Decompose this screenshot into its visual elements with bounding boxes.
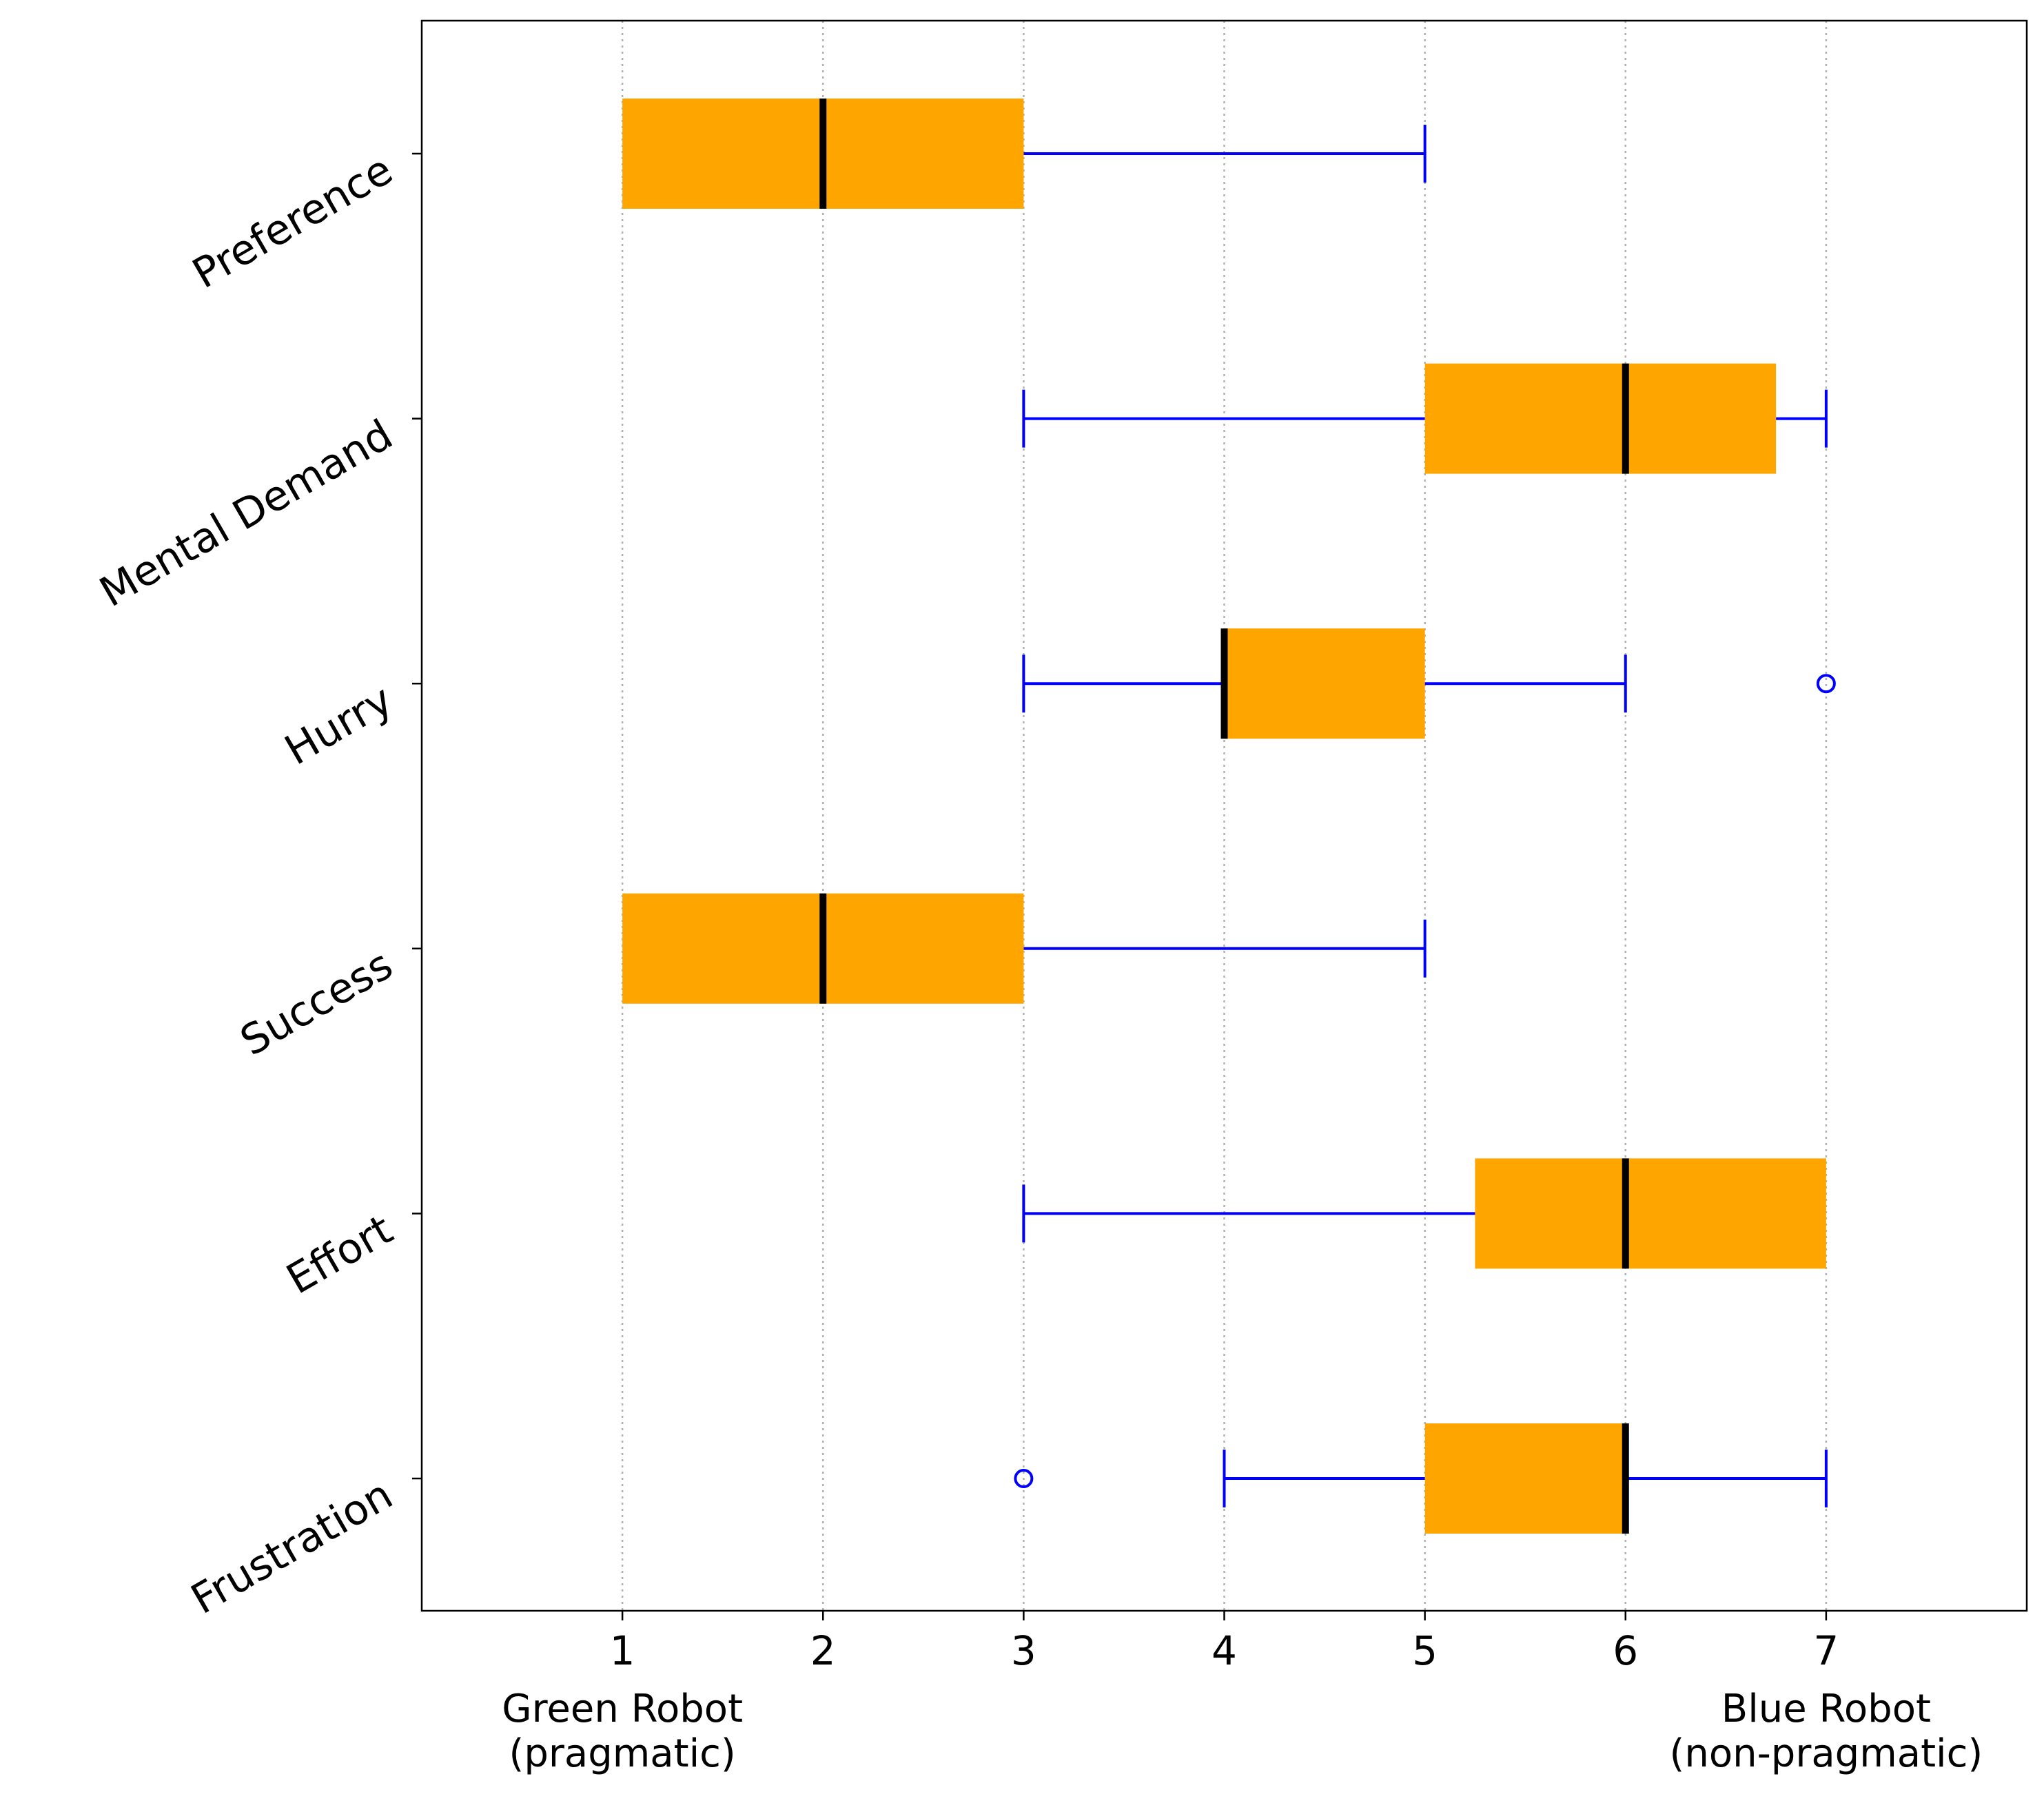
- x-end-labels: Green Robot (pragmatic) Blue Robot (non-…: [502, 1687, 1983, 1776]
- box-series: [622, 99, 1836, 1534]
- y-tick-label-success: Success: [232, 940, 400, 1065]
- x-tick-label-3: 3: [1011, 1627, 1036, 1674]
- gridlines: [621, 21, 1828, 1611]
- x-tick-label-4: 4: [1212, 1627, 1237, 1674]
- y-tick-label-mental-demand: Mental Demand: [92, 411, 400, 617]
- box-group-mental-demand: [1022, 363, 1828, 474]
- iqr-box-mental-demand: [1424, 363, 1777, 474]
- iqr-box-effort: [1475, 1158, 1826, 1269]
- left-end-label-line2: (pragmatic): [509, 1731, 735, 1776]
- left-end-label-line1: Green Robot: [502, 1687, 743, 1731]
- iqr-box-frustration: [1424, 1423, 1626, 1534]
- iqr-box-hurry: [1224, 628, 1425, 739]
- x-axis: 1 2 3 4 5 6 7: [610, 1611, 1839, 1674]
- outlier-hurry-0: [1816, 674, 1836, 694]
- box-group-effort: [1022, 1158, 1826, 1269]
- x-tick-label-7: 7: [1813, 1627, 1839, 1674]
- box-group-preference: [622, 99, 1427, 209]
- right-end-label-line1: Blue Robot: [1721, 1687, 1931, 1731]
- y-tick-label-effort: Effort: [278, 1206, 400, 1304]
- x-tick-label-1: 1: [610, 1627, 635, 1674]
- outlier-frustration-0: [1014, 1469, 1034, 1488]
- right-end-label-line2: (non-pragmatic): [1669, 1731, 1983, 1776]
- x-tick-label-5: 5: [1412, 1627, 1438, 1674]
- x-tick-label-2: 2: [810, 1627, 836, 1674]
- x-tick-label-6: 6: [1613, 1627, 1638, 1674]
- y-tick-label-frustration: Frustration: [183, 1470, 401, 1624]
- box-group-frustration: [1014, 1423, 1828, 1534]
- y-tick-label-hurry: Hurry: [277, 676, 401, 775]
- box-group-success: [622, 893, 1427, 1004]
- y-tick-label-preference: Preference: [185, 145, 401, 298]
- box-group-hurry: [1022, 628, 1836, 739]
- y-axis: Preference Mental Demand Hurry Success Effor…: [92, 145, 422, 1624]
